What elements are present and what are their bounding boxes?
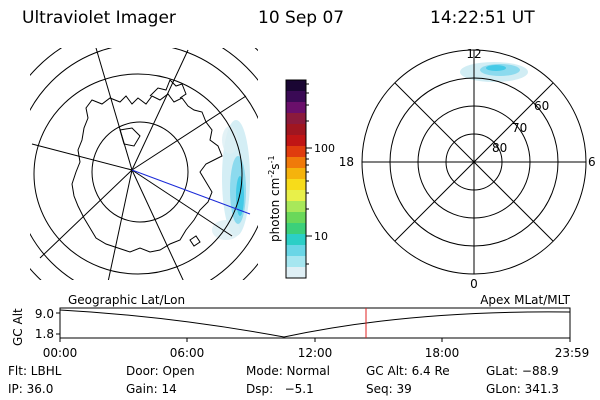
- colorbar-band: [286, 267, 306, 279]
- colorbar-band: [286, 157, 306, 169]
- timeline-xtick-3: 18:00: [425, 346, 460, 360]
- timeline-xtick-0: 00:00: [43, 346, 78, 360]
- timeline-ylabel: GC Alt: [11, 308, 25, 346]
- aurora-emission-polar: [460, 62, 528, 82]
- mlat-label-70: 70: [512, 121, 527, 135]
- colorbar-band: [286, 212, 306, 224]
- colorbar-band: [286, 102, 306, 114]
- colorbar-band: [286, 179, 306, 191]
- colorbar-band: [286, 113, 306, 125]
- colorbar-band: [286, 245, 306, 257]
- colorbar-band: [286, 146, 306, 158]
- mlat-label-60: 60: [534, 99, 549, 113]
- timeline-ytick-top: 9.0: [35, 307, 54, 321]
- geographic-map: [30, 48, 258, 280]
- timeline-label-apex: Apex MLat/MLT: [480, 293, 570, 307]
- colorbar-band: [286, 80, 306, 92]
- colorbar-unit-label: photon cm-2s-1: [267, 155, 282, 242]
- dsp-info: Dsp: −5.1: [246, 382, 314, 396]
- door-info: Door: Open: [126, 364, 195, 378]
- colorbar-tick-10: 10: [314, 230, 328, 243]
- colorbar-band: [286, 201, 306, 213]
- colorbar-band: [286, 190, 306, 202]
- colorbar-band: [286, 135, 306, 147]
- polar-mlt-plot: 12 18 6 0 60 70 80: [339, 47, 596, 291]
- ip-info: IP: 36.0: [8, 382, 54, 396]
- timeline-ytick-bottom: 1.8: [35, 327, 54, 341]
- colorbar-tick-100: 100: [314, 142, 335, 155]
- mlat-label-80: 80: [492, 141, 507, 155]
- aurora-emission-geo: [212, 120, 250, 240]
- antarctica-coastline: [71, 93, 223, 253]
- filter-info: Flt: LBHL: [8, 364, 62, 378]
- colorbar-band: [286, 168, 306, 180]
- timeline-xtick-4: 23:59: [555, 346, 590, 360]
- orbit-altitude-timeline: GC Alt 9.0 1.8 Geographic Lat/Lon Apex M…: [11, 293, 589, 360]
- seq-info: Seq: 39: [366, 382, 412, 396]
- timeline-xtick-2: 12:00: [298, 346, 333, 360]
- gc-alt-info: GC Alt: 6.4 Re: [366, 364, 450, 378]
- colorbar-band: [286, 223, 306, 235]
- colorbar: [286, 80, 306, 279]
- mlt-label-12: 12: [466, 47, 481, 61]
- colorbar-band: [286, 234, 306, 246]
- colorbar-band: [286, 124, 306, 136]
- time-label: 14:22:51 UT: [430, 8, 535, 28]
- mode-info: Mode: Normal: [246, 364, 330, 378]
- colorbar-band: [286, 256, 306, 268]
- instrument-title: Ultraviolet Imager: [22, 8, 176, 28]
- date-label: 10 Sep 07: [258, 8, 345, 28]
- glat-info: GLat: −88.9: [486, 364, 559, 378]
- timeline-label-geographic: Geographic Lat/Lon: [68, 293, 185, 307]
- mlt-label-0: 0: [470, 277, 478, 291]
- timeline-xtick-1: 06:00: [170, 346, 205, 360]
- colorbar-band: [286, 91, 306, 103]
- gain-info: Gain: 14: [126, 382, 177, 396]
- mlt-label-6: 6: [588, 155, 596, 169]
- mlt-label-18: 18: [339, 155, 354, 169]
- glon-info: GLon: 341.3: [486, 382, 559, 396]
